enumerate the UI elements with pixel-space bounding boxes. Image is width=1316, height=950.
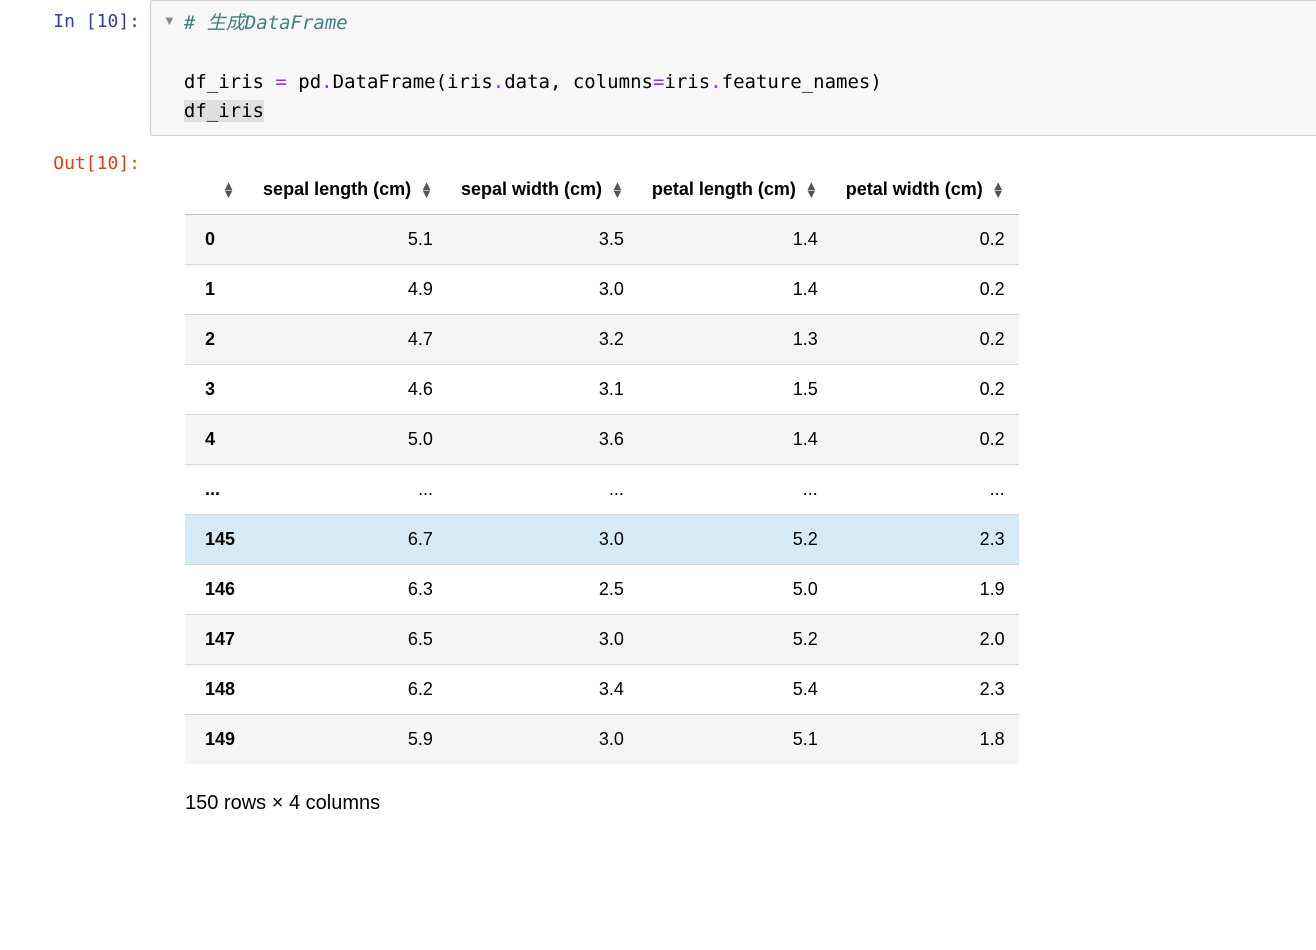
sort-icon[interactable] bbox=[992, 182, 1005, 198]
output-area: sepal length (cm) sepal width (cm) petal… bbox=[150, 142, 1316, 815]
table-cell: 6.3 bbox=[249, 564, 447, 614]
table-cell: 2.3 bbox=[832, 514, 1019, 564]
table-cell: 5.2 bbox=[638, 514, 832, 564]
table-cell: 1.9 bbox=[832, 564, 1019, 614]
table-cell: 1.4 bbox=[638, 214, 832, 264]
row-index: 0 bbox=[185, 214, 249, 264]
table-row[interactable]: 14.93.01.40.2 bbox=[185, 264, 1019, 314]
table-cell: 1.4 bbox=[638, 264, 832, 314]
input-prompt: In [10]: bbox=[0, 0, 150, 136]
column-header[interactable]: sepal width (cm) bbox=[447, 165, 638, 215]
column-header[interactable]: sepal length (cm) bbox=[249, 165, 447, 215]
table-cell: 3.0 bbox=[447, 714, 638, 764]
table-cell: 5.1 bbox=[249, 214, 447, 264]
sort-icon[interactable] bbox=[420, 182, 433, 198]
sort-icon[interactable] bbox=[222, 182, 235, 198]
column-header-index[interactable] bbox=[185, 165, 249, 215]
row-index: 3 bbox=[185, 364, 249, 414]
column-header[interactable]: petal width (cm) bbox=[832, 165, 1019, 215]
table-row[interactable]: 34.63.11.50.2 bbox=[185, 364, 1019, 414]
row-index: 145 bbox=[185, 514, 249, 564]
table-cell: 5.9 bbox=[249, 714, 447, 764]
row-index: 147 bbox=[185, 614, 249, 664]
table-cell: 4.7 bbox=[249, 314, 447, 364]
table-cell: 6.5 bbox=[249, 614, 447, 664]
output-prompt: Out[10]: bbox=[0, 142, 150, 815]
output-cell: Out[10]: sepal length (cm) sepal width (… bbox=[0, 142, 1316, 815]
sort-icon[interactable] bbox=[611, 182, 624, 198]
table-cell: 2.5 bbox=[447, 564, 638, 614]
table-cell: 5.0 bbox=[638, 564, 832, 614]
table-cell: 1.8 bbox=[832, 714, 1019, 764]
table-cell: ... bbox=[447, 464, 638, 514]
table-row[interactable]: 24.73.21.30.2 bbox=[185, 314, 1019, 364]
table-cell: 0.2 bbox=[832, 314, 1019, 364]
table-cell: 0.2 bbox=[832, 364, 1019, 414]
table-cell: 5.4 bbox=[638, 664, 832, 714]
table-row[interactable]: 1495.93.05.11.8 bbox=[185, 714, 1019, 764]
row-index: ... bbox=[185, 464, 249, 514]
code-content[interactable]: # 生成DataFrame df_iris = pd.DataFrame(iri… bbox=[184, 9, 882, 127]
table-cell: 2.3 bbox=[832, 664, 1019, 714]
row-index: 2 bbox=[185, 314, 249, 364]
table-cell: ... bbox=[638, 464, 832, 514]
table-row[interactable]: ............... bbox=[185, 464, 1019, 514]
dataframe-table: sepal length (cm) sepal width (cm) petal… bbox=[185, 165, 1019, 764]
table-cell: 5.2 bbox=[638, 614, 832, 664]
row-index: 149 bbox=[185, 714, 249, 764]
table-cell: 1.4 bbox=[638, 414, 832, 464]
table-cell: 3.0 bbox=[447, 264, 638, 314]
row-index: 1 bbox=[185, 264, 249, 314]
table-cell: 0.2 bbox=[832, 414, 1019, 464]
table-row[interactable]: 1466.32.55.01.9 bbox=[185, 564, 1019, 614]
table-cell: 3.4 bbox=[447, 664, 638, 714]
table-row[interactable]: 45.03.61.40.2 bbox=[185, 414, 1019, 464]
table-cell: 3.0 bbox=[447, 614, 638, 664]
table-cell: 3.5 bbox=[447, 214, 638, 264]
table-cell: 3.6 bbox=[447, 414, 638, 464]
table-row[interactable]: 1476.53.05.22.0 bbox=[185, 614, 1019, 664]
row-index: 4 bbox=[185, 414, 249, 464]
row-index: 146 bbox=[185, 564, 249, 614]
table-cell: 3.0 bbox=[447, 514, 638, 564]
table-cell: 6.2 bbox=[249, 664, 447, 714]
table-cell: 3.2 bbox=[447, 314, 638, 364]
input-cell: In [10]: ▼ # 生成DataFrame df_iris = pd.Da… bbox=[0, 0, 1316, 136]
sort-icon[interactable] bbox=[805, 182, 818, 198]
table-cell: 0.2 bbox=[832, 214, 1019, 264]
table-cell: 4.9 bbox=[249, 264, 447, 314]
row-index: 148 bbox=[185, 664, 249, 714]
table-cell: 1.5 bbox=[638, 364, 832, 414]
table-cell: ... bbox=[832, 464, 1019, 514]
column-header[interactable]: petal length (cm) bbox=[638, 165, 832, 215]
table-cell: 2.0 bbox=[832, 614, 1019, 664]
table-cell: ... bbox=[249, 464, 447, 514]
table-cell: 5.0 bbox=[249, 414, 447, 464]
run-arrow-icon[interactable]: ▼ bbox=[163, 9, 184, 28]
table-row[interactable]: 1486.23.45.42.3 bbox=[185, 664, 1019, 714]
table-row[interactable]: 05.13.51.40.2 bbox=[185, 214, 1019, 264]
table-cell: 0.2 bbox=[832, 264, 1019, 314]
code-input-area[interactable]: ▼ # 生成DataFrame df_iris = pd.DataFrame(i… bbox=[150, 0, 1316, 136]
table-cell: 6.7 bbox=[249, 514, 447, 564]
table-cell: 3.1 bbox=[447, 364, 638, 414]
table-cell: 1.3 bbox=[638, 314, 832, 364]
table-cell: 5.1 bbox=[638, 714, 832, 764]
dataframe-summary: 150 rows × 4 columns bbox=[185, 792, 1316, 815]
table-cell: 4.6 bbox=[249, 364, 447, 414]
table-row[interactable]: 1456.73.05.22.3 bbox=[185, 514, 1019, 564]
